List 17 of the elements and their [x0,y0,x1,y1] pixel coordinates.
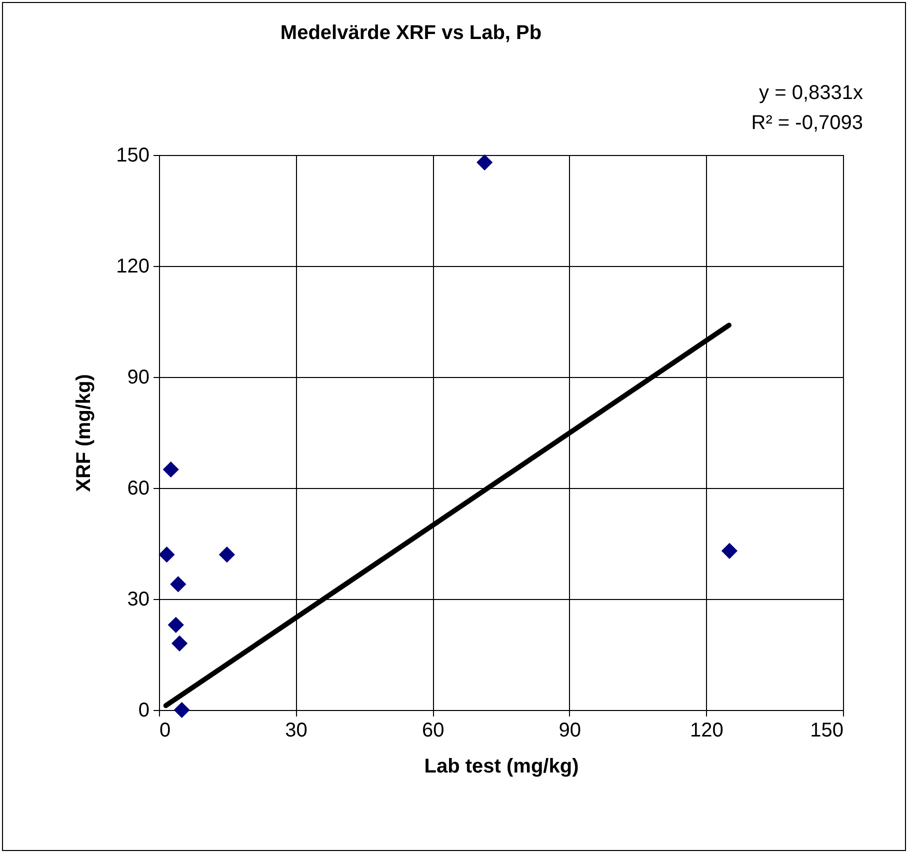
x-tick-label: 90 [558,720,582,742]
x-tick-label: 150 [810,720,844,742]
x-tick-label: 0 [160,720,171,742]
y-tick-label: 150 [116,144,150,166]
chart-title: Medelvärde XRF vs Lab, Pb [280,22,542,44]
y-axis-title: XRF (mg/kg) [73,374,96,492]
y-tick-label: 30 [127,588,150,610]
y-tick-label: 90 [127,366,150,388]
y-tick-label: 0 [138,700,150,722]
x-tick-label: 30 [285,720,308,742]
y-tick-label: 60 [127,478,150,500]
text: y = 0,8331x [759,82,863,104]
x-axis-title: Lab test (mg/kg) [424,756,579,778]
x-tick-label: 60 [422,720,444,742]
text: R² = -0,7093 [751,112,863,134]
y-tick-label: 120 [116,256,150,278]
x-tick-label: 120 [690,720,724,742]
